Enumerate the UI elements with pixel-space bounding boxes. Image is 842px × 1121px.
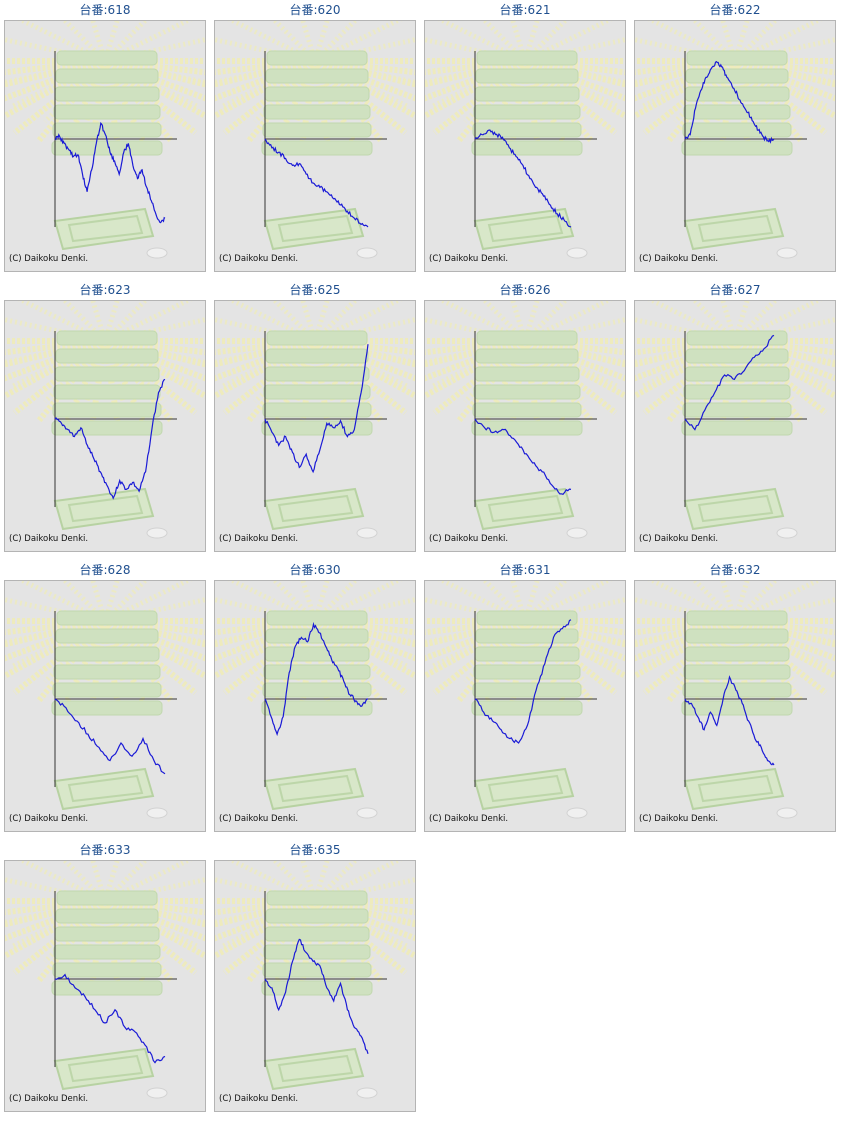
machine-number-link[interactable]: 台番:630 — [289, 563, 341, 577]
machine-number-link[interactable]: 台番:631 — [499, 563, 551, 577]
machine-graph-card: 台番:621 (C) Daikoku Denki. — [422, 0, 628, 280]
graph-panel: (C) Daikoku Denki. — [214, 20, 416, 272]
graph-panel: (C) Daikoku Denki. — [634, 20, 836, 272]
pachislot-machine-icon — [425, 301, 625, 539]
slump-graph — [5, 21, 205, 259]
slump-graph — [425, 301, 625, 539]
copyright-text: (C) Daikoku Denki. — [429, 534, 509, 544]
copyright-text: (C) Daikoku Denki. — [429, 814, 509, 824]
slump-line — [684, 334, 775, 431]
slump-graph — [215, 581, 415, 819]
machine-graph-card: 台番:627 (C) Daikoku Denki. — [632, 280, 838, 560]
pachislot-machine-icon — [215, 861, 415, 1099]
slump-line — [684, 675, 775, 766]
graph-panel: (C) Daikoku Denki. — [424, 20, 626, 272]
pachislot-machine-icon — [215, 301, 415, 539]
graph-panel: (C) Daikoku Denki. — [634, 300, 836, 552]
machine-number-link[interactable]: 台番:623 — [79, 283, 131, 297]
copyright-text: (C) Daikoku Denki. — [9, 254, 89, 264]
machine-graph-card: 台番:635 (C) Daikoku Denki. — [212, 840, 418, 1120]
copyright-text: (C) Daikoku Denki. — [639, 534, 719, 544]
machine-number-link[interactable]: 台番:621 — [499, 3, 551, 17]
machine-number-link[interactable]: 台番:627 — [709, 283, 761, 297]
machine-graph-card: 台番:633 (C) Daikoku Denki. — [2, 840, 208, 1120]
copyright-text: (C) Daikoku Denki. — [9, 1094, 89, 1104]
machine-number-link[interactable]: 台番:626 — [499, 283, 551, 297]
slump-graph — [5, 581, 205, 819]
graph-panel: (C) Daikoku Denki. — [214, 300, 416, 552]
slump-line — [264, 344, 369, 474]
graph-panel: (C) Daikoku Denki. — [214, 860, 416, 1112]
copyright-text: (C) Daikoku Denki. — [219, 814, 299, 824]
slump-graph — [635, 301, 835, 539]
slump-line — [474, 418, 572, 495]
graph-panel: (C) Daikoku Denki. — [424, 580, 626, 832]
slump-graph — [425, 21, 625, 259]
graph-panel: (C) Daikoku Denki. — [4, 860, 206, 1112]
copyright-text: (C) Daikoku Denki. — [429, 254, 509, 264]
slump-line — [54, 973, 166, 1064]
machine-number-link[interactable]: 台番:632 — [709, 563, 761, 577]
slump-line — [264, 138, 369, 228]
machine-graph-card: 台番:631 (C) Daikoku Denki. — [422, 560, 628, 840]
slump-graph — [215, 21, 415, 259]
slump-graph — [635, 21, 835, 259]
machine-number-link[interactable]: 台番:628 — [79, 563, 131, 577]
machine-number-link[interactable]: 台番:620 — [289, 3, 341, 17]
slump-line — [54, 698, 166, 775]
slump-line — [54, 378, 166, 500]
slump-line — [474, 129, 572, 228]
slump-line — [264, 621, 368, 737]
machine-graph-card: 台番:620 (C) Daikoku Denki. — [212, 0, 418, 280]
machine-number-link[interactable]: 台番:633 — [79, 843, 131, 857]
machine-number-link[interactable]: 台番:625 — [289, 283, 341, 297]
graph-panel: (C) Daikoku Denki. — [4, 20, 206, 272]
copyright-text: (C) Daikoku Denki. — [219, 1094, 299, 1104]
copyright-text: (C) Daikoku Denki. — [9, 534, 89, 544]
slump-line — [264, 938, 369, 1054]
slump-line — [684, 60, 775, 144]
slump-graph — [5, 861, 205, 1099]
machine-number-link[interactable]: 台番:618 — [79, 3, 131, 17]
slump-graph — [635, 581, 835, 819]
machine-graph-card: 台番:623 (C) Daikoku Denki. — [2, 280, 208, 560]
machine-number-link[interactable]: 台番:635 — [289, 843, 341, 857]
pachislot-machine-icon — [425, 21, 625, 259]
graph-panel: (C) Daikoku Denki. — [4, 300, 206, 552]
machine-graph-card: 台番:630 (C) Daikoku Denki. — [212, 560, 418, 840]
pachislot-machine-icon — [635, 21, 835, 259]
pachislot-machine-icon — [5, 301, 205, 539]
machine-graph-card: 台番:628 (C) Daikoku Denki. — [2, 560, 208, 840]
copyright-text: (C) Daikoku Denki. — [219, 534, 299, 544]
slump-graph — [215, 861, 415, 1099]
graph-panel: (C) Daikoku Denki. — [634, 580, 836, 832]
copyright-text: (C) Daikoku Denki. — [9, 814, 89, 824]
slump-line — [54, 121, 166, 224]
machine-graph-card: 台番:618 (C) Daikoku Denki. — [2, 0, 208, 280]
graph-panel: (C) Daikoku Denki. — [214, 580, 416, 832]
pachislot-machine-icon — [5, 861, 205, 1099]
machine-number-link[interactable]: 台番:622 — [709, 3, 761, 17]
machine-graph-card: 台番:625 (C) Daikoku Denki. — [212, 280, 418, 560]
machine-graph-card: 台番:622 (C) Daikoku Denki. — [632, 0, 838, 280]
pachislot-machine-icon — [5, 21, 205, 259]
machine-graph-card: 台番:632 (C) Daikoku Denki. — [632, 560, 838, 840]
slump-graph — [215, 301, 415, 539]
copyright-text: (C) Daikoku Denki. — [219, 254, 299, 264]
slump-line — [474, 619, 572, 744]
pachislot-machine-icon — [425, 581, 625, 819]
slump-graph — [425, 581, 625, 819]
machine-graph-card: 台番:626 (C) Daikoku Denki. — [422, 280, 628, 560]
copyright-text: (C) Daikoku Denki. — [639, 814, 719, 824]
slump-graph — [5, 301, 205, 539]
graph-panel: (C) Daikoku Denki. — [4, 580, 206, 832]
copyright-text: (C) Daikoku Denki. — [639, 254, 719, 264]
graph-panel: (C) Daikoku Denki. — [424, 300, 626, 552]
pachislot-machine-icon — [215, 21, 415, 259]
